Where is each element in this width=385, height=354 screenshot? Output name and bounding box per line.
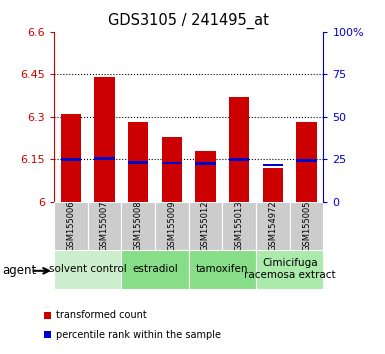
Bar [229, 97, 249, 202]
Bar [189, 250, 256, 289]
Text: GSM155013: GSM155013 [235, 200, 244, 251]
Bar [88, 202, 121, 250]
Bar [61, 114, 81, 202]
Text: percentile rank within the sample: percentile rank within the sample [56, 330, 221, 339]
Bar [256, 202, 290, 250]
Bar [162, 137, 182, 202]
Text: tamoxifen: tamoxifen [196, 264, 249, 274]
Text: GSM155005: GSM155005 [302, 200, 311, 251]
Bar [162, 161, 182, 164]
Bar [121, 250, 189, 289]
Bar [263, 164, 283, 166]
Bar [54, 202, 88, 250]
Bar [290, 202, 323, 250]
Text: GSM154972: GSM154972 [268, 200, 277, 251]
Bar [223, 202, 256, 250]
Bar [121, 202, 155, 250]
Bar [61, 159, 81, 161]
Bar [229, 158, 249, 161]
Text: agent: agent [2, 264, 36, 277]
Bar [94, 157, 115, 160]
Text: GDS3105 / 241495_at: GDS3105 / 241495_at [108, 12, 269, 29]
Text: solvent control: solvent control [49, 264, 126, 274]
Text: GSM155012: GSM155012 [201, 200, 210, 251]
Text: Cimicifuga
racemosa extract: Cimicifuga racemosa extract [244, 258, 335, 280]
Text: GSM155006: GSM155006 [66, 200, 75, 251]
Bar [263, 168, 283, 202]
Text: estradiol: estradiol [132, 264, 178, 274]
Bar [155, 202, 189, 250]
Bar [189, 202, 223, 250]
Text: transformed count: transformed count [56, 310, 147, 320]
Bar [54, 250, 121, 289]
Bar [256, 250, 323, 289]
Text: GSM155007: GSM155007 [100, 200, 109, 251]
Bar [94, 77, 115, 202]
Bar [296, 122, 316, 202]
Text: GSM155009: GSM155009 [167, 200, 176, 251]
Bar [196, 162, 216, 165]
Text: GSM155008: GSM155008 [134, 200, 142, 251]
Bar [128, 161, 148, 164]
Bar [128, 122, 148, 202]
Bar [296, 159, 316, 162]
Bar [196, 151, 216, 202]
